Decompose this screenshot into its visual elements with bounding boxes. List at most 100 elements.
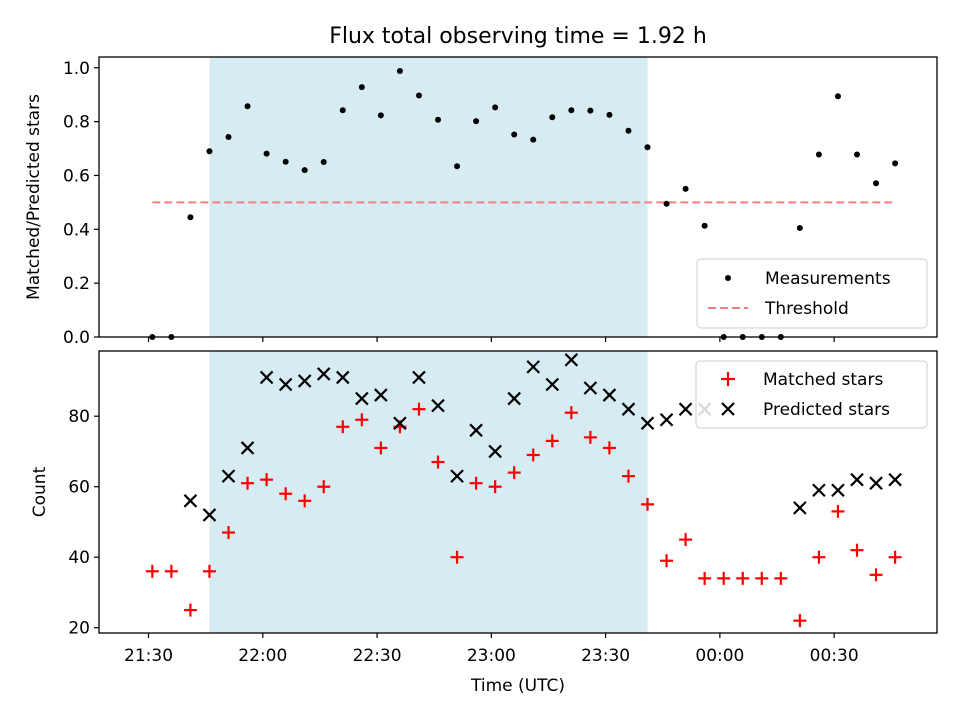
- measurement-point: [873, 180, 880, 187]
- predicted-point: [450, 469, 464, 483]
- top-panel: 0.0 0.2 0.4 0.6 0.8 1.0 Matched/Predicted sta…: [24, 56, 938, 348]
- measurement-point: [358, 84, 365, 91]
- predicted-point: [583, 381, 598, 395]
- measurement-point: [834, 93, 841, 100]
- matched-point: [355, 413, 369, 427]
- legend-matched-marker: [721, 372, 735, 386]
- matched-point: [660, 554, 674, 568]
- chart-title: Flux total observing time = 1.92 h: [329, 24, 707, 49]
- predicted-point: [678, 402, 693, 416]
- bottom-legend-box: [695, 360, 928, 429]
- predicted-point: [640, 416, 655, 431]
- matched-point: [850, 543, 864, 557]
- measurement-point: [187, 214, 194, 221]
- top-ytick-label: 0.0: [63, 328, 90, 348]
- matched-point: [793, 614, 807, 628]
- predicted-point: [507, 391, 521, 406]
- matched-point: [202, 564, 216, 578]
- matched-point: [450, 550, 464, 564]
- matched-point: [298, 494, 312, 508]
- matched-point: [260, 473, 274, 487]
- predicted-point: [202, 508, 217, 522]
- bottom-legend: Matched stars Predicted stars: [695, 360, 928, 429]
- predicted-point: [621, 402, 636, 416]
- top-ytick-label: 0.2: [63, 274, 90, 294]
- measurement-point: [892, 160, 899, 167]
- matched-point: [736, 571, 750, 585]
- x-tick-label: 23:30: [581, 646, 630, 666]
- measurement-point: [339, 107, 346, 114]
- matched-point: [336, 420, 350, 434]
- x-tick-label: 23:00: [467, 646, 516, 666]
- matched-point: [431, 455, 445, 469]
- matched-point: [812, 550, 826, 564]
- legend-measurements-marker: [725, 275, 731, 281]
- measurement-point: [796, 224, 803, 231]
- top-ytick-label: 0.4: [63, 220, 90, 240]
- measurement-point: [549, 114, 556, 121]
- measurement-point: [606, 111, 613, 118]
- top-y-axis: 0.0 0.2 0.4 0.6 0.8 1.0: [63, 59, 99, 348]
- matched-point: [888, 550, 902, 564]
- matched-point: [164, 564, 178, 578]
- predicted-point: [183, 494, 198, 508]
- predicted-point: [278, 377, 293, 392]
- matched-point: [279, 487, 293, 501]
- top-x-axis: [147, 337, 835, 342]
- predicted-point: [812, 483, 826, 498]
- matched-point: [755, 571, 769, 585]
- matched-point: [412, 402, 426, 416]
- matched-point: [545, 434, 559, 448]
- x-tick-label: 22:00: [238, 646, 287, 666]
- legend-matched-label: Matched stars: [763, 370, 883, 390]
- predicted-point: [431, 398, 445, 413]
- predicted-point: [259, 370, 274, 385]
- measurement-point: [854, 151, 861, 158]
- measurement-point: [815, 151, 822, 158]
- measurement-point: [415, 92, 422, 99]
- predicted-point: [221, 469, 236, 483]
- bottom-panel: 20 40 60 80 21:30 22:00 22:30 23:00 23:30 00:00 0…: [30, 350, 938, 696]
- top-ytick-label: 0.8: [63, 113, 90, 133]
- measurement-point: [492, 104, 499, 111]
- bottom-ytick-label: 40: [68, 548, 90, 568]
- measurement-point: [225, 133, 232, 140]
- matched-point: [564, 406, 578, 420]
- matched-point: [317, 480, 331, 494]
- observing-window-shade-top: [209, 57, 648, 337]
- predicted-point: [336, 370, 350, 385]
- legend-threshold-label: Threshold: [764, 299, 849, 319]
- bottom-ytick-label: 80: [68, 407, 90, 427]
- measurement-point: [682, 185, 689, 192]
- predicted-point: [240, 441, 255, 455]
- matched-point: [831, 504, 845, 518]
- measurement-point: [511, 131, 518, 138]
- bottom-ytick-label: 20: [68, 619, 90, 639]
- matched-point: [488, 480, 502, 494]
- top-legend-box: [696, 258, 928, 329]
- matched-point: [602, 441, 616, 455]
- x-axis-label: Time (UTC): [470, 676, 565, 696]
- predicted-point: [659, 412, 674, 427]
- legend-measurements-label: Measurements: [765, 269, 891, 289]
- matched-point: [469, 476, 483, 490]
- predicted-point: [850, 472, 864, 487]
- predicted-point: [564, 353, 579, 367]
- top-ytick-label: 1.0: [63, 59, 90, 79]
- predicted-point: [412, 370, 426, 385]
- matched-point: [774, 571, 788, 585]
- observing-window-shade-bottom: [209, 351, 648, 633]
- matched-point: [222, 526, 236, 540]
- legend-predicted-label: Predicted stars: [763, 400, 890, 420]
- bottom-axes-frame: [98, 350, 938, 634]
- predicted-point: [316, 367, 331, 381]
- measurement-point: [454, 163, 461, 170]
- bottom-y-label: Count: [30, 466, 50, 517]
- x-tick-label: 00:30: [810, 646, 859, 666]
- measurement-point: [263, 150, 270, 157]
- measurement-point: [663, 200, 670, 207]
- predicted-point: [488, 444, 502, 459]
- predicted-point: [526, 360, 541, 374]
- predicted-point: [793, 501, 807, 515]
